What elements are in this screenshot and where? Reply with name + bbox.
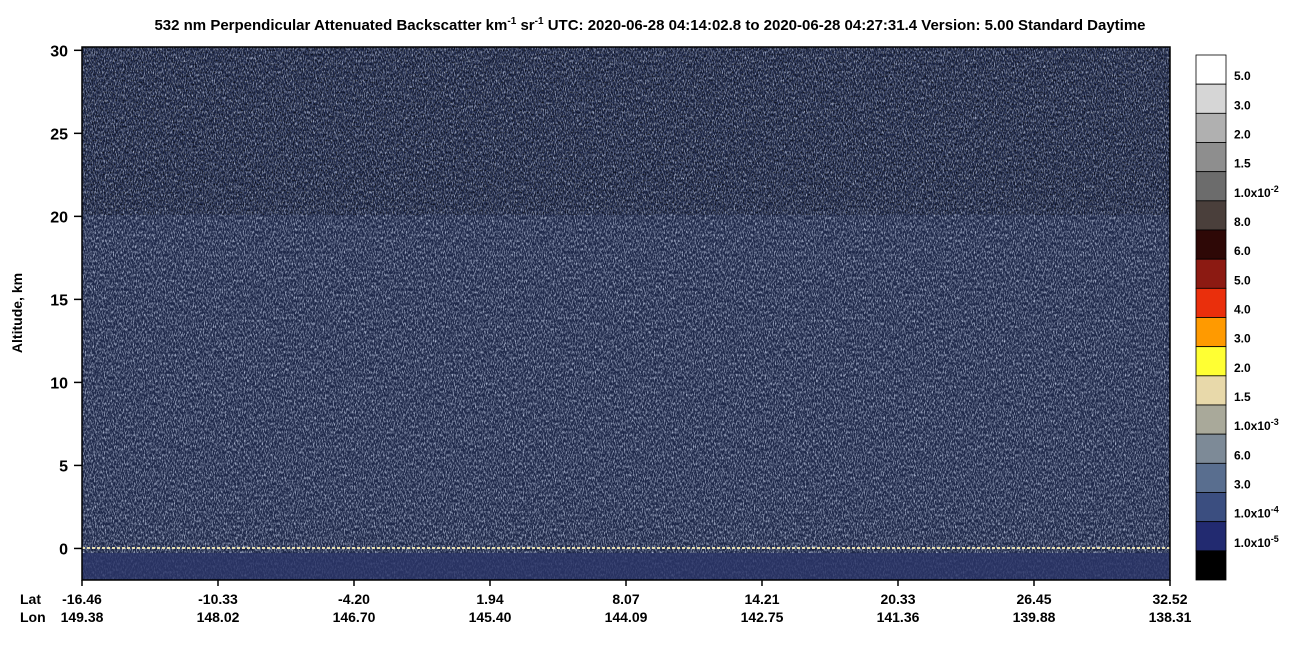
- colorbar-label-text: 3.0: [1234, 98, 1251, 112]
- colorbar-box: [1195, 54, 1227, 85]
- lon-label: 142.75: [741, 609, 784, 625]
- colorbar-label-text: 1.0x10: [1234, 507, 1271, 521]
- lat-label: -10.33: [198, 591, 238, 607]
- title-part: sr: [516, 17, 535, 34]
- colorbar-box: [1195, 404, 1227, 435]
- colorbar-label: 1.0x10-3: [1234, 417, 1279, 433]
- colorbar-label: 3.0: [1234, 98, 1251, 112]
- title-superscript: -1: [507, 16, 516, 27]
- y-tick-label: 25: [50, 126, 68, 143]
- lon-row-label: Lon: [20, 609, 46, 625]
- colorbar-label-text: 8.0: [1234, 215, 1251, 229]
- colorbar-label-text: 1.0x10: [1234, 419, 1271, 433]
- colorbar-box: [1195, 346, 1227, 377]
- lon-label: 144.09: [605, 609, 648, 625]
- colorbar-box: [1195, 200, 1227, 231]
- colorbar-label-exponent: -2: [1271, 184, 1279, 194]
- y-tick-label: 10: [50, 375, 68, 392]
- colorbar-label-exponent: -5: [1271, 534, 1279, 544]
- lon-label: 141.36: [877, 609, 920, 625]
- lat-label: -4.20: [338, 591, 370, 607]
- title-superscript: -1: [535, 16, 544, 27]
- colorbar-box: [1195, 375, 1227, 406]
- colorbar-label-exponent: -3: [1271, 417, 1279, 427]
- lat-label: 14.21: [744, 591, 779, 607]
- colorbar-label-text: 3.0: [1234, 478, 1251, 492]
- colorbar-label: 8.0: [1234, 215, 1251, 229]
- colorbar-label: 1.0x10-2: [1234, 184, 1279, 200]
- colorbar-label: 1.0x10-5: [1234, 534, 1279, 550]
- title-part: UTC: 2020-06-28 04:14:02.8 to 2020-06-28…: [544, 17, 1146, 34]
- colorbar-box: [1195, 229, 1227, 260]
- colorbar-label-text: 3.0: [1234, 332, 1251, 346]
- colorbar-label-text: 1.5: [1234, 157, 1251, 171]
- colorbar-label: 6.0: [1234, 448, 1251, 462]
- colorbar-label: 5.0: [1234, 69, 1251, 83]
- lat-label: -16.46: [62, 591, 102, 607]
- colorbar-box: [1195, 258, 1227, 289]
- lon-label: 149.38: [61, 609, 104, 625]
- colorbar-label-text: 1.5: [1234, 390, 1251, 404]
- colorbar-label-text: 4.0: [1234, 303, 1251, 317]
- y-tick-label: 0: [59, 541, 68, 558]
- y-tick-label: 5: [59, 458, 68, 475]
- colorbar-label: 3.0: [1234, 478, 1251, 492]
- colorbar-label-text: 5.0: [1234, 69, 1251, 83]
- lat-label: 32.52: [1152, 591, 1187, 607]
- lon-label: 138.31: [1149, 609, 1192, 625]
- colorbar-box: [1195, 521, 1227, 552]
- lat-row-label: Lat: [20, 591, 41, 607]
- colorbar-label-text: 1.0x10: [1234, 186, 1271, 200]
- colorbar-label-exponent: -4: [1271, 505, 1279, 515]
- colorbar-label-text: 1.0x10: [1234, 536, 1271, 550]
- colorbar-label-text: 2.0: [1234, 128, 1251, 142]
- lat-label: 26.45: [1016, 591, 1051, 607]
- colorbar-box: [1195, 171, 1227, 202]
- lon-label: 146.70: [333, 609, 376, 625]
- colorbar-label: 5.0: [1234, 273, 1251, 287]
- y-tick-label: 20: [50, 209, 68, 226]
- colorbar-box: [1195, 462, 1227, 493]
- lat-label: 1.94: [476, 591, 503, 607]
- colorbar-label: 1.5: [1234, 157, 1251, 171]
- colorbar-label-text: 6.0: [1234, 448, 1251, 462]
- lon-label: 148.02: [197, 609, 240, 625]
- colorbar-label: 1.5: [1234, 390, 1251, 404]
- colorbar-box: [1195, 317, 1227, 348]
- colorbar-box: [1195, 112, 1227, 143]
- colorbar-label-text: 2.0: [1234, 361, 1251, 375]
- colorbar-label: 2.0: [1234, 361, 1251, 375]
- colorbar-label: 4.0: [1234, 303, 1251, 317]
- lon-label: 139.88: [1013, 609, 1056, 625]
- colorbar-label-text: 5.0: [1234, 273, 1251, 287]
- subsurface: [82, 553, 1170, 580]
- colorbar-box: [1195, 287, 1227, 318]
- y-tick-label: 15: [50, 292, 68, 309]
- chart-title: 532 nm Perpendicular Attenuated Backscat…: [154, 16, 1145, 34]
- plot-area: [81, 46, 1171, 581]
- title-part: 532 nm Perpendicular Attenuated Backscat…: [154, 17, 507, 34]
- lon-label: 145.40: [469, 609, 512, 625]
- colorbar-label: 2.0: [1234, 128, 1251, 142]
- colorbar-box: [1195, 83, 1227, 114]
- colorbar-label: 3.0: [1234, 332, 1251, 346]
- lat-label: 8.07: [612, 591, 639, 607]
- y-axis-label: Altitude, km: [9, 273, 25, 353]
- y-tick-label: 30: [50, 43, 68, 60]
- upper-dark-texture: [82, 47, 1170, 215]
- colorbar-label: 1.0x10-4: [1234, 505, 1279, 521]
- colorbar-box: [1195, 433, 1227, 464]
- colorbar-box: [1195, 142, 1227, 173]
- colorbar-box: [1195, 550, 1227, 581]
- colorbar-box: [1195, 492, 1227, 523]
- colorbar-label-text: 6.0: [1234, 244, 1251, 258]
- lat-label: 20.33: [880, 591, 915, 607]
- colorbar-label: 6.0: [1234, 244, 1251, 258]
